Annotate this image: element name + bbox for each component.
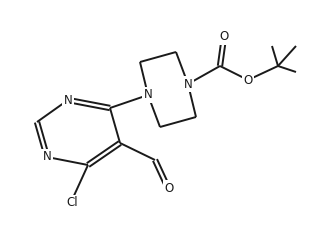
Text: O: O bbox=[164, 182, 174, 194]
Text: N: N bbox=[184, 78, 192, 90]
Text: O: O bbox=[219, 30, 229, 44]
Text: O: O bbox=[243, 74, 253, 86]
Text: N: N bbox=[144, 89, 152, 101]
Text: Cl: Cl bbox=[66, 197, 78, 209]
Text: N: N bbox=[43, 150, 52, 164]
Text: N: N bbox=[64, 94, 72, 106]
